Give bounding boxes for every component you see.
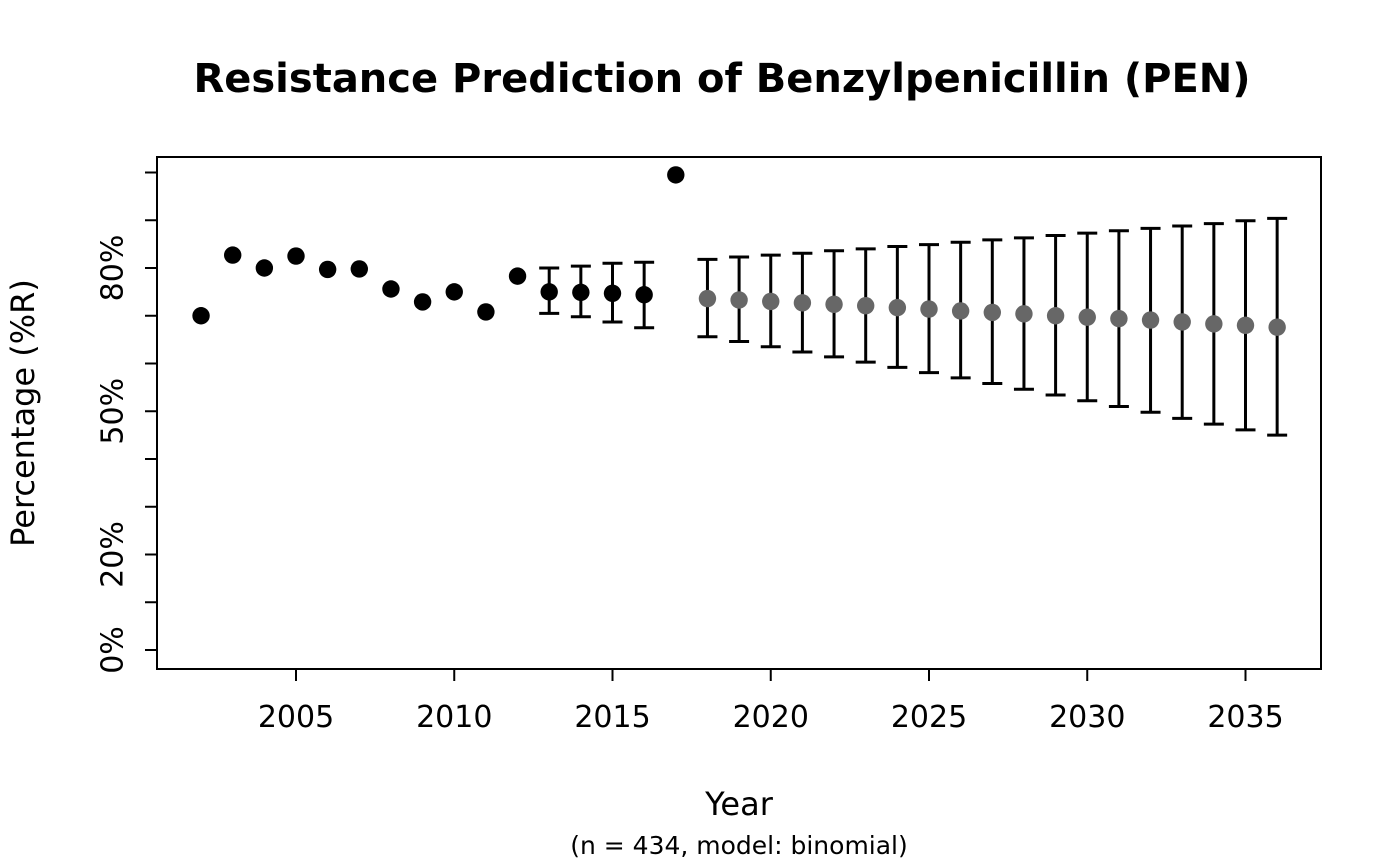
predicted-point — [698, 289, 717, 308]
x-axis-title: Year — [704, 785, 774, 823]
predicted-point — [1078, 308, 1096, 326]
predicted-point — [951, 302, 970, 320]
y-axis-title: Percentage (%R) — [4, 279, 42, 547]
observed-point — [635, 286, 653, 304]
plot-area-border — [156, 156, 1322, 670]
observed-point — [667, 166, 685, 184]
predicted-point — [762, 292, 780, 311]
predicted-point — [730, 291, 748, 309]
predicted-point — [825, 295, 843, 313]
predicted-point — [793, 294, 812, 312]
observed-point — [350, 260, 368, 278]
y-axis-tick-label: 0% — [96, 626, 131, 674]
y-axis-ticks: 0% 20% 50% 80% — [96, 171, 157, 674]
x-axis-tick-label: 2030 — [1049, 700, 1125, 735]
predicted-point — [1110, 309, 1128, 328]
observed-point — [477, 303, 495, 321]
chart-title: Resistance Prediction of Benzylpenicilli… — [193, 56, 1250, 102]
observed-point — [445, 283, 463, 301]
observed-point — [287, 247, 305, 265]
predicted-point — [1205, 315, 1223, 333]
x-axis-tick-label: 2020 — [733, 700, 809, 735]
observed-point — [192, 307, 210, 325]
predicted-point — [1015, 305, 1033, 323]
observed-point — [224, 246, 242, 264]
observed-point — [382, 280, 400, 298]
x-axis-tick-label: 2025 — [891, 700, 967, 735]
x-axis-tick-label: 2015 — [574, 700, 650, 735]
x-axis-tick-label: 2035 — [1207, 700, 1283, 735]
predicted-point — [857, 297, 875, 315]
x-axis-tick-label: 2005 — [258, 700, 334, 735]
predicted-point — [1046, 307, 1065, 325]
predicted-point — [1141, 311, 1160, 329]
observed-point — [255, 259, 274, 277]
observed-point — [540, 283, 558, 301]
predicted-point — [983, 303, 1001, 322]
y-axis-tick-label: 80% — [96, 235, 131, 302]
data-points — [192, 166, 1286, 336]
predicted-point — [920, 300, 938, 318]
predicted-point — [1268, 318, 1286, 336]
x-axis-ticks: 2005 2010 2015 2020 2025 2030 2035 — [258, 669, 1284, 735]
predicted-point — [1236, 316, 1255, 334]
observed-point — [508, 267, 527, 285]
predicted-point — [888, 298, 907, 317]
observed-point — [572, 283, 590, 302]
observed-point — [413, 293, 432, 311]
x-axis-tick-label: 2010 — [416, 700, 492, 735]
x-axis-subtitle: (n = 434, model: binomial) — [570, 831, 908, 860]
y-axis-tick-label: 20% — [96, 521, 131, 588]
predicted-point — [1173, 313, 1191, 331]
observed-point — [318, 260, 337, 279]
observed-point — [603, 284, 622, 303]
y-axis-tick-label: 50% — [96, 378, 131, 445]
